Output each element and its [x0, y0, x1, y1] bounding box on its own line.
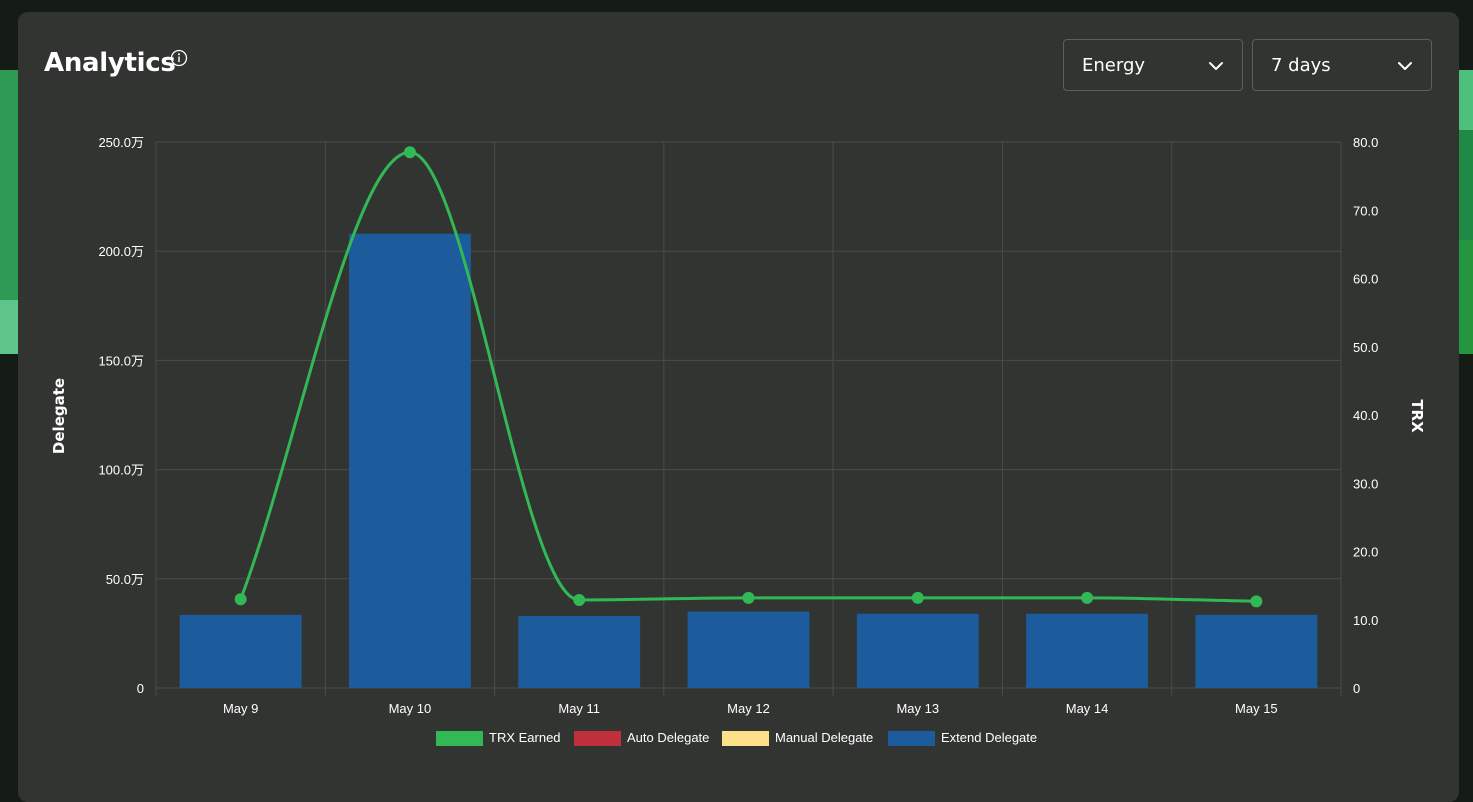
legend-swatch[interactable] [722, 731, 769, 746]
bar-extend-delegate[interactable] [518, 615, 641, 688]
x-tick-label: May 10 [389, 701, 432, 716]
trx-earned-point[interactable] [1081, 591, 1094, 604]
legend-label[interactable]: Auto Delegate [627, 730, 709, 745]
chevron-down-icon [1398, 62, 1412, 70]
background-stripe [0, 70, 20, 300]
y-left-tick-label: 200.0万 [98, 244, 144, 259]
trx-earned-point[interactable] [234, 593, 247, 606]
trx-earned-point[interactable] [573, 593, 586, 606]
x-tick-label: May 9 [223, 701, 258, 716]
bar-extend-delegate[interactable] [1026, 613, 1149, 688]
page-title: Analytics [44, 48, 176, 78]
metric-select-value: Energy [1082, 55, 1146, 76]
y-right-tick-label: 10.0 [1353, 613, 1378, 628]
y-left-tick-label: 100.0万 [98, 463, 144, 478]
chevron-down-icon [1209, 62, 1223, 70]
x-tick-label: May 15 [1235, 701, 1278, 716]
y-right-tick-label: 80.0 [1353, 135, 1378, 150]
trx-earned-point[interactable] [742, 591, 755, 604]
y-right-tick-label: 50.0 [1353, 340, 1378, 355]
y-right-tick-label: 60.0 [1353, 272, 1378, 287]
y-right-tick-label: 20.0 [1353, 545, 1378, 560]
y-left-axis-title: Delegate [50, 378, 68, 454]
y-right-tick-label: 70.0 [1353, 203, 1378, 218]
bar-extend-delegate[interactable] [856, 613, 979, 688]
legend-label[interactable]: Manual Delegate [775, 730, 873, 745]
legend-swatch[interactable] [436, 731, 483, 746]
y-left-tick-label: 50.0万 [106, 572, 144, 587]
metric-select[interactable]: Energy [1063, 39, 1243, 91]
legend-swatch[interactable] [574, 731, 621, 746]
y-right-axis-title: TRX [1408, 399, 1426, 433]
y-left-tick-label: 250.0万 [98, 135, 144, 150]
info-icon[interactable] [170, 49, 188, 67]
legend-swatch[interactable] [888, 731, 935, 746]
range-select-value: 7 days [1271, 55, 1331, 76]
bar-extend-delegate[interactable] [687, 611, 810, 688]
bar-extend-delegate[interactable] [348, 233, 471, 688]
trx-earned-line [239, 150, 1257, 603]
legend-label[interactable]: Extend Delegate [941, 730, 1037, 745]
analytics-chart: 0 50.0万 100.0万 150.0万 200.0万 250.0万 0 10.0 20.0 3… [50, 135, 1426, 746]
y-left-tick-label: 0 [137, 681, 144, 696]
trx-earned-point[interactable] [403, 146, 416, 159]
range-select[interactable]: 7 days [1252, 39, 1432, 91]
trx-earned-point[interactable] [911, 591, 924, 604]
y-right-tick-label: 0 [1353, 681, 1360, 696]
x-tick-label: May 13 [896, 701, 939, 716]
bar-extend-delegate[interactable] [179, 614, 302, 688]
x-tick-label: May 14 [1066, 701, 1109, 716]
background-stripe [0, 300, 20, 354]
y-left-tick-label: 150.0万 [98, 353, 144, 368]
trx-earned-point[interactable] [1250, 595, 1263, 608]
x-tick-label: May 11 [558, 701, 600, 716]
x-tick-label: May 12 [727, 701, 770, 716]
y-right-tick-label: 40.0 [1353, 408, 1378, 423]
legend-label[interactable]: TRX Earned [489, 730, 561, 745]
y-right-tick-label: 30.0 [1353, 476, 1378, 491]
bar-extend-delegate[interactable] [1195, 614, 1318, 688]
